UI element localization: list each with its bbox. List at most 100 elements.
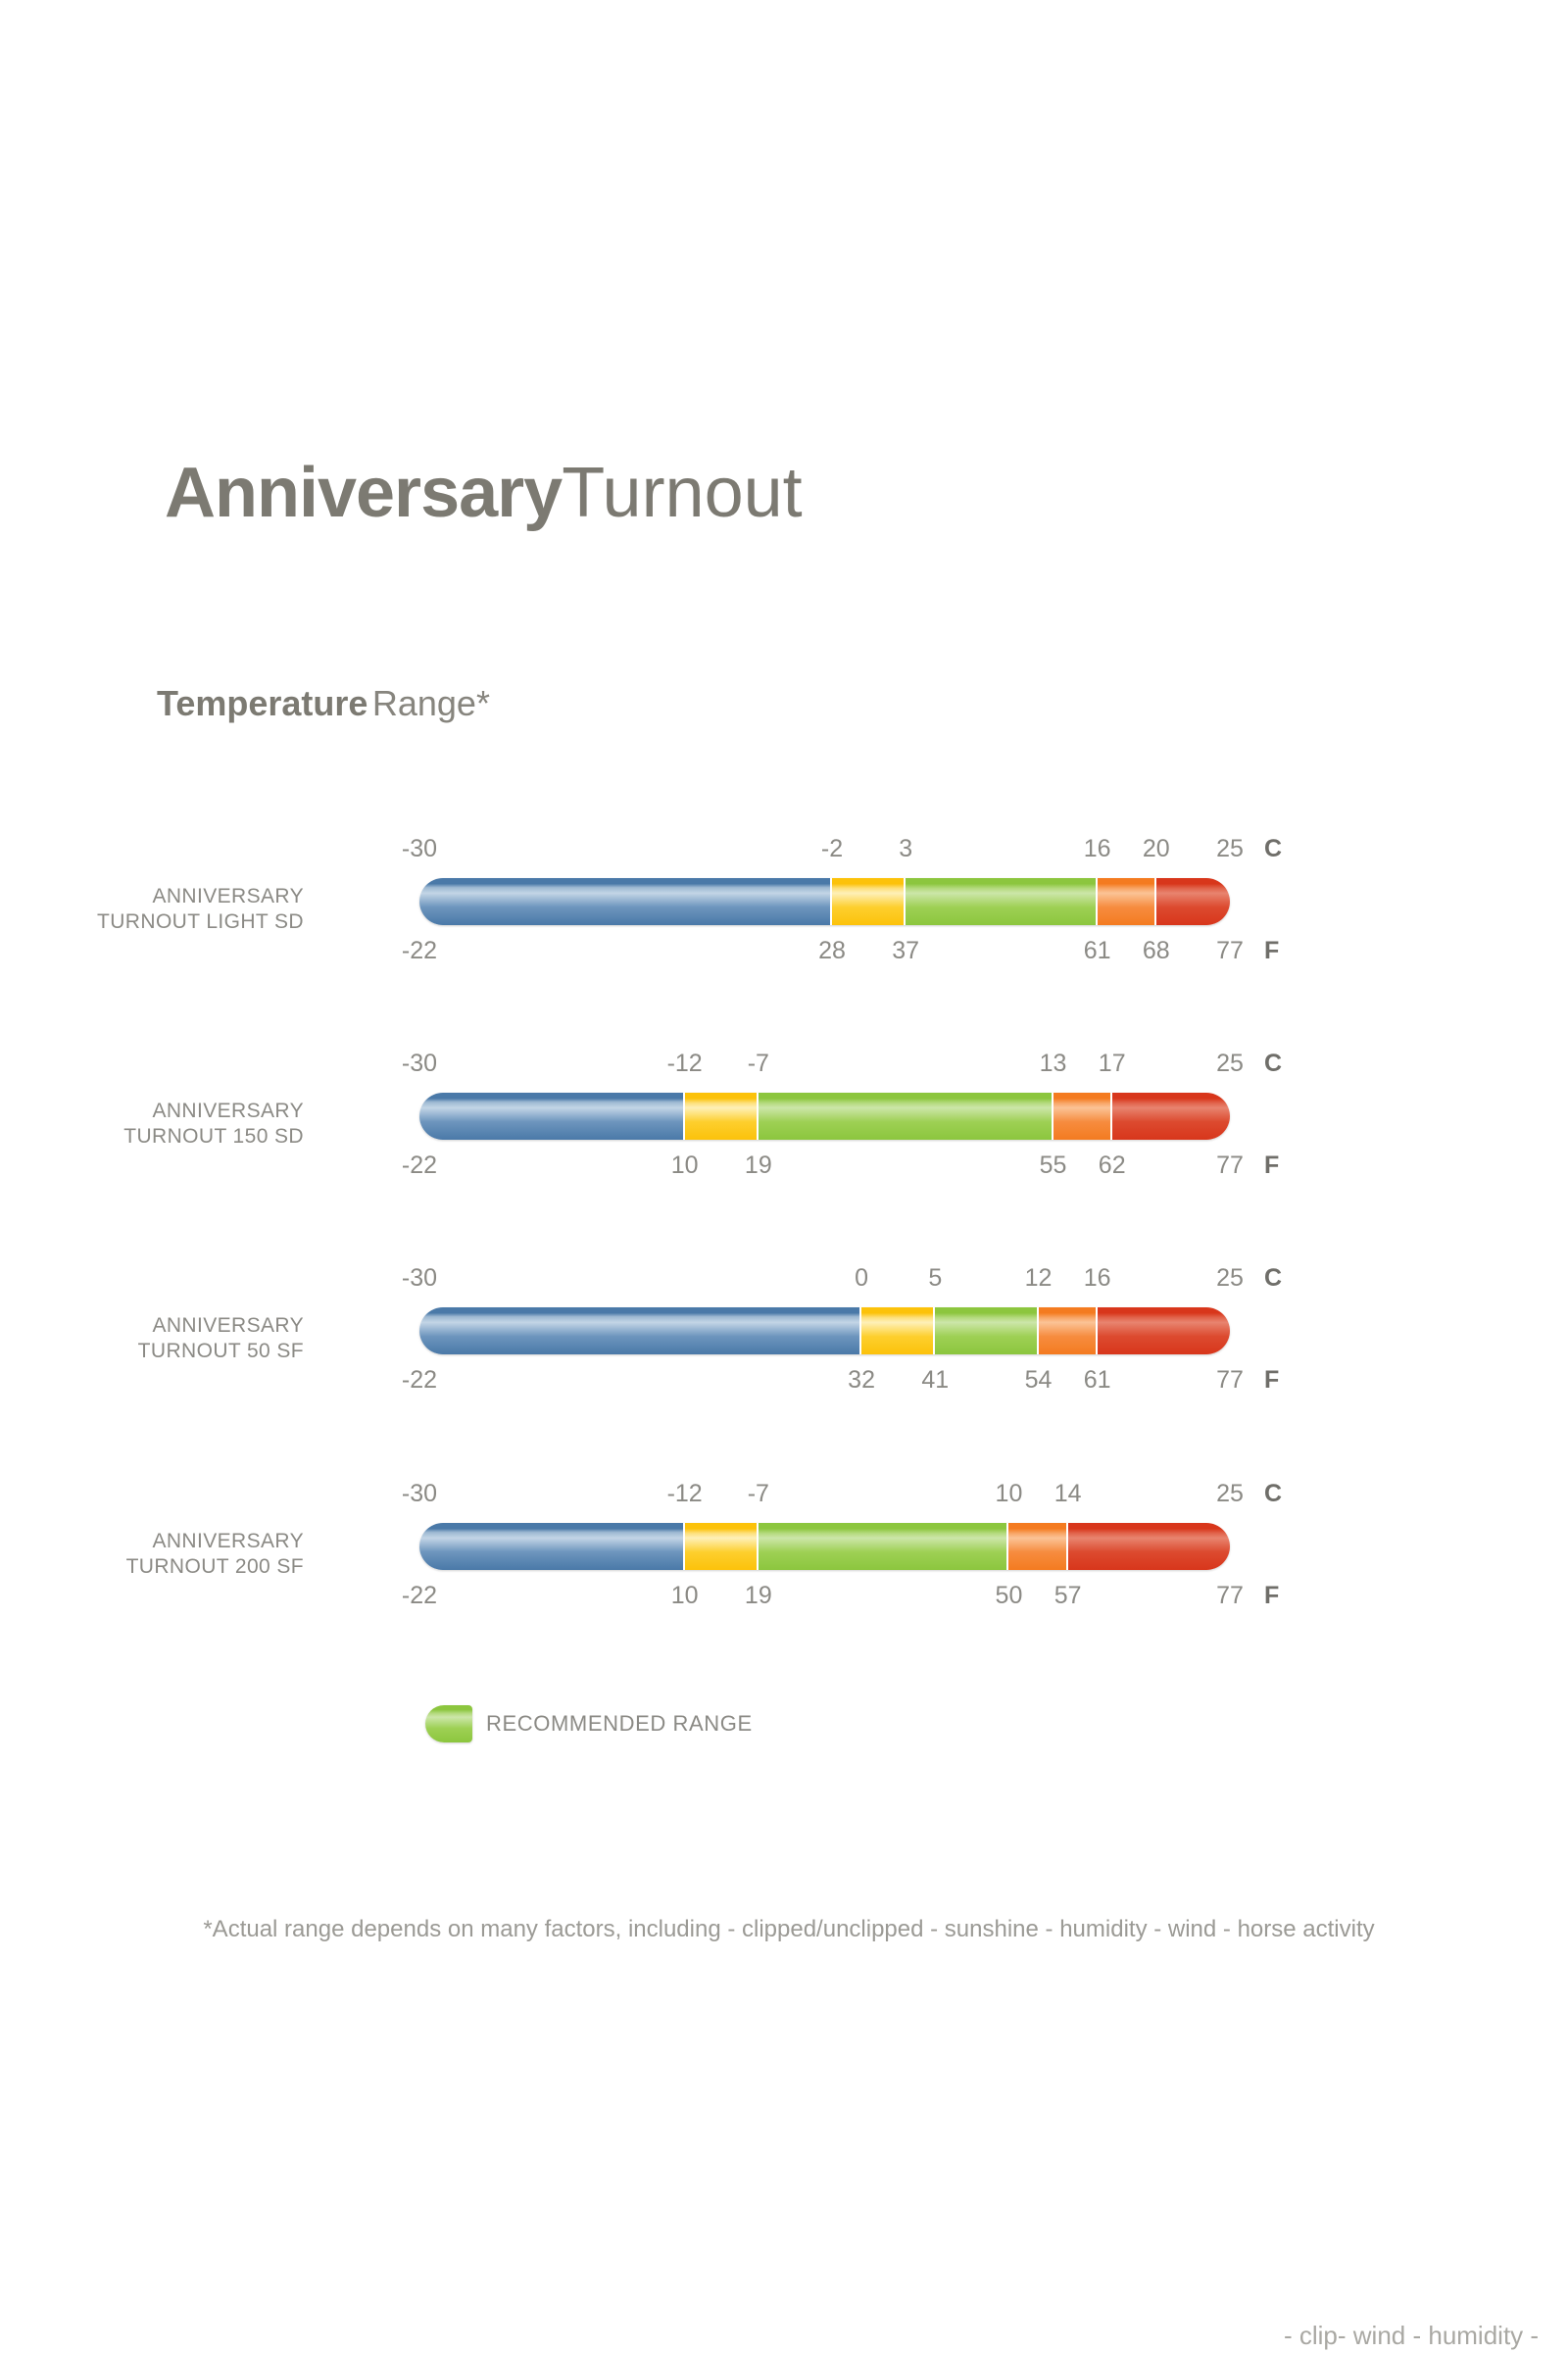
page-title-light: Turnout	[562, 454, 803, 532]
segment-recommended	[756, 1523, 1011, 1570]
tick-fahrenheit: -22	[401, 1582, 438, 1609]
tick-celsius: 16	[1083, 835, 1111, 862]
tick-celsius: -30	[401, 1050, 438, 1077]
segment-warm	[1095, 878, 1158, 925]
section-heading: Temperature Range*	[157, 683, 490, 724]
product-label: ANNIVERSARY TURNOUT 50 SF	[138, 1313, 304, 1364]
temperature-row: ANNIVERSARY TURNOUT 200 SF -30 -12 -7 10 14 25 -…	[0, 1468, 1568, 1625]
tick-fahrenheit: 10	[670, 1152, 699, 1179]
tick-fahrenheit: -22	[401, 1152, 438, 1179]
tick-celsius: 25	[1216, 835, 1244, 862]
segment-too-warm	[1095, 1307, 1230, 1354]
tick-celsius: -30	[401, 1264, 438, 1292]
unit-fahrenheit: F	[1264, 1366, 1280, 1394]
unit-fahrenheit: F	[1264, 1152, 1280, 1179]
segment-too-warm	[1109, 1093, 1230, 1140]
product-label-line2: TURNOUT 200 SF	[125, 1555, 304, 1578]
unit-celsius: C	[1264, 835, 1283, 862]
tick-celsius: 17	[1098, 1050, 1126, 1077]
tick-fahrenheit: 61	[1083, 937, 1111, 964]
tick-celsius: 10	[995, 1480, 1023, 1507]
tick-fahrenheit: 19	[744, 1152, 772, 1179]
tick-celsius: -12	[666, 1480, 703, 1507]
segment-cool	[682, 1523, 760, 1570]
tick-fahrenheit: 77	[1216, 1582, 1244, 1609]
tick-celsius: -30	[401, 1480, 438, 1507]
segment-too-warm	[1153, 878, 1230, 925]
tick-fahrenheit: 61	[1083, 1366, 1111, 1394]
tick-fahrenheit: 41	[921, 1366, 950, 1394]
footnote: *Actual range depends on many factors, i…	[203, 1916, 1375, 1942]
tick-fahrenheit: 37	[892, 937, 920, 964]
segment-warm	[1006, 1523, 1070, 1570]
tick-fahrenheit: 77	[1216, 937, 1244, 964]
product-label-line1: ANNIVERSARY	[152, 1100, 304, 1122]
product-label-line1: ANNIVERSARY	[152, 1530, 304, 1552]
temperature-row: ANNIVERSARY TURNOUT 50 SF -30 0 5 12 16 25 -22 32…	[0, 1252, 1568, 1409]
tick-fahrenheit: 54	[1024, 1366, 1053, 1394]
product-label-line1: ANNIVERSARY	[152, 1314, 304, 1337]
segment-recommended	[756, 1093, 1055, 1140]
temperature-row: ANNIVERSARY TURNOUT LIGHT SD -30 -2 3 16 20 25 -…	[0, 823, 1568, 980]
temperature-track	[419, 1093, 1230, 1140]
section-heading-bold: Temperature	[157, 683, 368, 723]
tick-fahrenheit: 68	[1142, 937, 1170, 964]
tick-celsius: 20	[1142, 835, 1170, 862]
tick-celsius: -30	[401, 835, 438, 862]
segment-warm	[1036, 1307, 1100, 1354]
temperature-track	[419, 1307, 1230, 1354]
product-label-line1: ANNIVERSARY	[152, 885, 304, 907]
legend-swatch-recommended	[425, 1705, 472, 1742]
segment-too-warm	[1065, 1523, 1230, 1570]
product-label: ANNIVERSARY TURNOUT LIGHT SD	[97, 884, 304, 935]
product-label: ANNIVERSARY TURNOUT 200 SF	[126, 1529, 304, 1580]
tick-fahrenheit: 57	[1054, 1582, 1082, 1609]
temperature-row: ANNIVERSARY TURNOUT 150 SD -30 -12 -7 13 17 25 -…	[0, 1038, 1568, 1195]
tick-fahrenheit: 19	[744, 1582, 772, 1609]
tick-celsius: -2	[820, 835, 844, 862]
unit-fahrenheit: F	[1264, 937, 1280, 964]
tick-celsius: 3	[899, 835, 913, 862]
product-label-line2: TURNOUT 50 SF	[137, 1340, 304, 1362]
tick-celsius: 5	[928, 1264, 943, 1292]
tick-celsius: 25	[1216, 1264, 1244, 1292]
segment-cool	[859, 1307, 938, 1354]
segment-too-cold	[419, 1093, 685, 1140]
tick-fahrenheit: 50	[995, 1582, 1023, 1609]
temperature-track	[419, 1523, 1230, 1570]
page-title: AnniversaryTurnout	[165, 453, 803, 533]
tick-fahrenheit: 32	[848, 1366, 875, 1394]
tick-celsius: 25	[1216, 1480, 1244, 1507]
tick-celsius: 13	[1039, 1050, 1067, 1077]
legend-label-recommended: RECOMMENDED RANGE	[486, 1711, 753, 1736]
product-label-line2: TURNOUT LIGHT SD	[97, 910, 304, 933]
section-heading-light: Range*	[371, 683, 490, 723]
unit-celsius: C	[1264, 1264, 1283, 1292]
tick-celsius: -7	[747, 1480, 769, 1507]
cutoff-partial-text: - clip- wind - humidity -	[1284, 2321, 1540, 2350]
segment-cool	[682, 1093, 760, 1140]
unit-celsius: C	[1264, 1480, 1283, 1507]
tick-fahrenheit: 28	[818, 937, 846, 964]
tick-celsius: 14	[1054, 1480, 1082, 1507]
tick-celsius: 25	[1216, 1050, 1244, 1077]
tick-fahrenheit: 10	[670, 1582, 699, 1609]
product-label: ANNIVERSARY TURNOUT 150 SD	[123, 1099, 304, 1150]
segment-warm	[1051, 1093, 1114, 1140]
unit-fahrenheit: F	[1264, 1582, 1280, 1609]
tick-celsius: -7	[747, 1050, 769, 1077]
segment-too-cold	[419, 1307, 862, 1354]
page-title-bold: Anniversary	[165, 454, 563, 532]
segment-too-cold	[419, 878, 833, 925]
tick-celsius: -12	[666, 1050, 703, 1077]
tick-celsius: 12	[1024, 1264, 1053, 1292]
tick-fahrenheit: -22	[401, 1366, 438, 1394]
segment-recommended	[904, 878, 1100, 925]
tick-celsius: 0	[855, 1264, 869, 1292]
tick-fahrenheit: -22	[401, 937, 438, 964]
product-label-line2: TURNOUT 150 SD	[123, 1125, 304, 1148]
tick-celsius: 16	[1083, 1264, 1111, 1292]
temperature-track	[419, 878, 1230, 925]
legend: RECOMMENDED RANGE	[425, 1705, 753, 1742]
